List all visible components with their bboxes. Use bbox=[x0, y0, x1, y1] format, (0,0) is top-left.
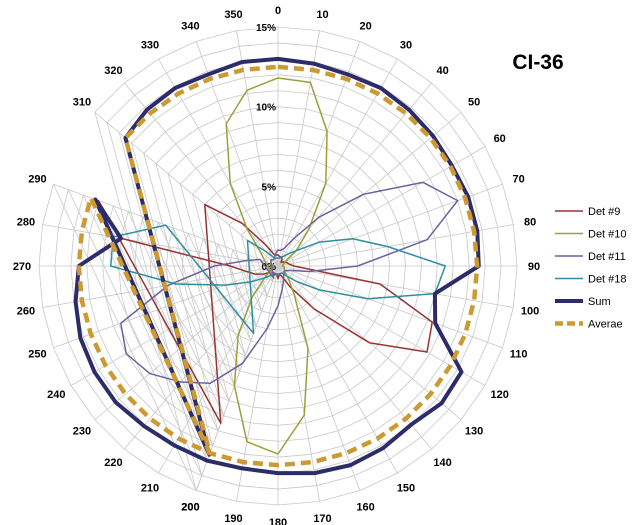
angle-tick-label: 60 bbox=[494, 133, 506, 145]
angle-tick-label: 160 bbox=[356, 502, 374, 514]
angle-tick-labels: 0 10 20 30 40 50 60 70 80 90 100 110 120 130 140 150 160… bbox=[13, 5, 540, 525]
series-line-det-11 bbox=[120, 181, 459, 385]
angle-tick-label: 290 bbox=[28, 173, 46, 185]
angle-tick-label: 90 bbox=[528, 261, 540, 273]
grid-spoke bbox=[277, 265, 432, 450]
grid-spoke bbox=[277, 265, 503, 349]
angle-tick-label: 130 bbox=[465, 426, 483, 438]
angle-tick-label: 10 bbox=[316, 9, 328, 21]
angle-tick-label: 260 bbox=[17, 306, 35, 318]
angle-tick-label: 280 bbox=[17, 217, 35, 229]
grid-spoke bbox=[195, 265, 279, 491]
angle-tick-label: 240 bbox=[47, 389, 65, 401]
angle-tick-label: 110 bbox=[510, 349, 528, 361]
radial-tick-label: 15% bbox=[256, 23, 276, 34]
legend-label: Det #11 bbox=[588, 251, 626, 263]
radial-tick-label: 5% bbox=[262, 182, 277, 193]
angle-tick-label: 170 bbox=[313, 513, 331, 525]
series-lines bbox=[73, 56, 481, 476]
legend: Det #9 Det #10 Det #11 Det #18 Sum Averae bbox=[555, 206, 627, 331]
chart-title: CI-36 bbox=[512, 51, 563, 74]
grid-spoke bbox=[42, 224, 279, 267]
angle-tick-label: 140 bbox=[433, 457, 451, 469]
grid-spoke bbox=[277, 265, 361, 491]
angle-tick-label: 120 bbox=[491, 389, 509, 401]
legend-label: Det #9 bbox=[588, 206, 620, 218]
angle-tick-label: 200 bbox=[181, 502, 199, 514]
angle-tick-label: 0 bbox=[275, 5, 281, 17]
angle-tick-label: 190 bbox=[224, 513, 242, 525]
angle-tick-label: 330 bbox=[141, 39, 159, 51]
angle-tick-label: 80 bbox=[524, 217, 536, 229]
angle-tick-label: 350 bbox=[224, 9, 242, 21]
angle-tick-label: 20 bbox=[359, 20, 371, 32]
legend-label: Det #18 bbox=[588, 274, 627, 286]
grid-spoke bbox=[277, 265, 320, 502]
angle-tick-label: 310 bbox=[73, 96, 91, 108]
angle-tick-label: 180 bbox=[269, 517, 287, 525]
grid-spoke bbox=[277, 112, 462, 267]
grid-spoke bbox=[53, 265, 279, 349]
angle-tick-label: 250 bbox=[28, 349, 46, 361]
angle-tick-label: 270 bbox=[13, 261, 31, 273]
angle-tick-label: 340 bbox=[181, 20, 199, 32]
legend-label: Det #10 bbox=[588, 229, 627, 241]
angle-tick-label: 200 bbox=[181, 502, 199, 514]
grid-spoke bbox=[277, 82, 432, 267]
grid-spoke bbox=[277, 265, 514, 308]
angle-tick-label: 210 bbox=[141, 483, 159, 495]
grid-spoke bbox=[94, 265, 279, 420]
legend-label: Averae bbox=[588, 319, 623, 331]
angle-tick-label: 100 bbox=[521, 306, 539, 318]
legend-label: Sum bbox=[588, 296, 611, 308]
angle-tick-label: 320 bbox=[104, 65, 122, 77]
series-line-averae bbox=[76, 64, 480, 468]
angle-tick-label: 230 bbox=[73, 426, 91, 438]
angle-tick-label: 70 bbox=[512, 173, 524, 185]
angle-tick-label: 40 bbox=[436, 65, 448, 77]
radial-tick-label: 10% bbox=[256, 103, 276, 114]
angle-tick-label: 50 bbox=[468, 96, 480, 108]
angle-tick-label: 220 bbox=[104, 457, 122, 469]
angle-tick-label: 30 bbox=[400, 39, 412, 51]
angle-tick-label: 150 bbox=[397, 483, 415, 495]
series-line-det-18 bbox=[109, 224, 447, 335]
